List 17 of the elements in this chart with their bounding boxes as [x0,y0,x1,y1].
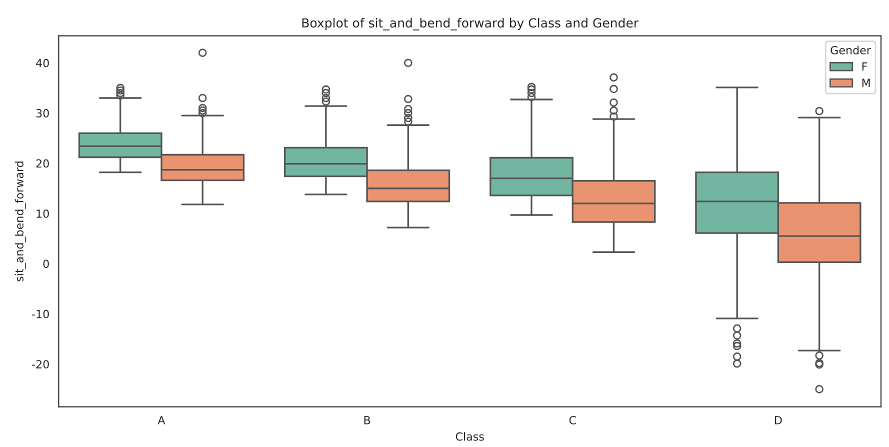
x-tick-label: A [158,416,166,424]
x-tick-label: B [364,416,370,424]
y-tick-label: 40 [36,58,49,68]
legend-label: F [862,62,868,71]
y-tick-label: -20 [32,360,49,368]
x-tick-label: C [569,416,576,424]
x-tick-label: D [775,416,782,424]
legend-label: M [862,78,870,87]
legend-title: Gender [830,46,871,54]
y-tick-label: 0 [43,260,49,268]
y-tick-label: 30 [36,109,49,118]
y-tick-label: 20 [36,159,49,168]
y-tick-label: 10 [36,209,49,218]
x-axis-title: Class [456,432,484,441]
y-tick-label: -10 [32,310,49,318]
chart-title: Boxplot of sit_and_bend_forward by Class and Gender [302,18,639,30]
y-axis-title: sit_and_bend_forward [14,162,26,282]
